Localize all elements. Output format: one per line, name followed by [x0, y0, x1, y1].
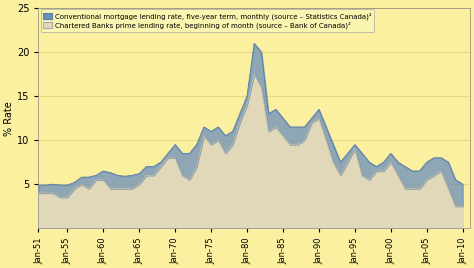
- Y-axis label: % Rate: % Rate: [4, 101, 14, 136]
- Legend: Conventional mortgage lending rate, five-year term, monthly (source – Statistics: Conventional mortgage lending rate, five…: [41, 9, 374, 32]
